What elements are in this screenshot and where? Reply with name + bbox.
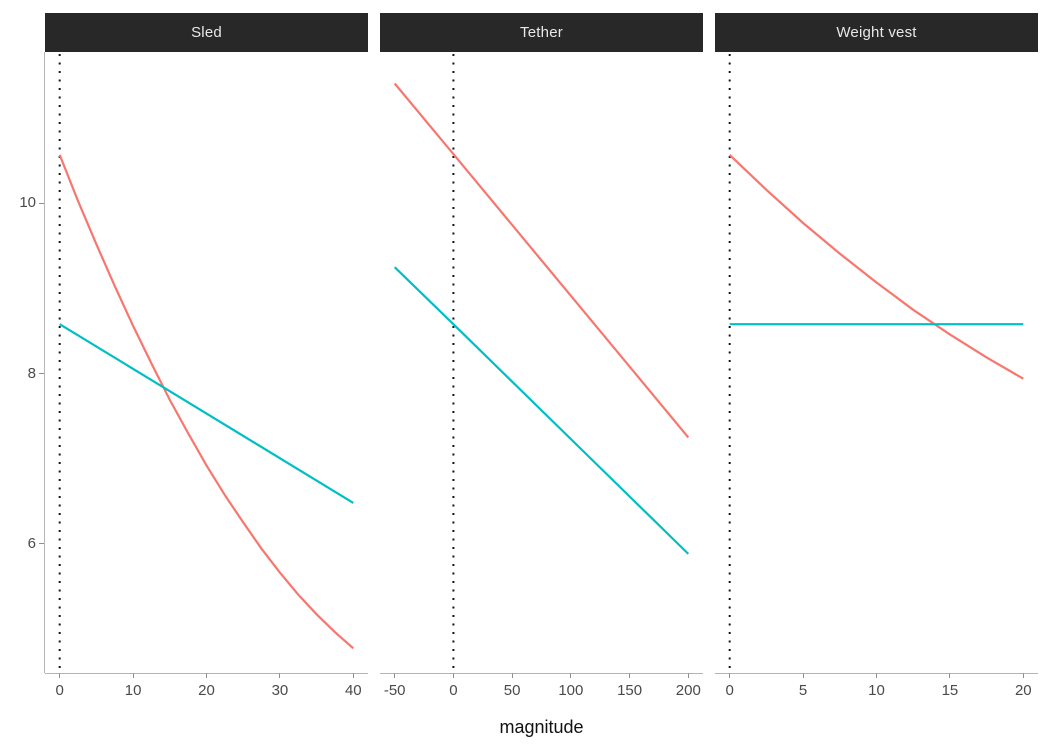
x-tick-mark (279, 673, 281, 678)
facet-tether: Tether -50 0 50 100 150 200 (380, 13, 703, 700)
facet-weight-vest: Weight vest 0 5 10 15 20 (715, 13, 1038, 700)
x-tick-label: 40 (344, 682, 362, 699)
facet-strip-label: Weight vest (836, 24, 917, 41)
y-tick-mark (39, 543, 44, 545)
x-tick-mark (949, 673, 951, 678)
y-tick-label: 8 (27, 364, 36, 382)
x-tick-label: 30 (271, 682, 289, 699)
x-tick-label: 50 (503, 682, 521, 699)
y-tick-label: 6 (27, 534, 36, 552)
facet-strip: Sled (45, 13, 368, 52)
x-tick-label: 20 (1014, 682, 1032, 699)
x-tick-label: -50 (383, 682, 406, 699)
facet-strip: Weight vest (715, 13, 1038, 52)
x-tick-mark (1022, 673, 1024, 678)
y-axis-line (44, 52, 45, 673)
facet-strip-label: Tether (520, 24, 563, 41)
x-tick-label: 10 (124, 682, 142, 699)
x-tick-mark (876, 673, 877, 678)
x-tick-label: 0 (449, 682, 458, 699)
x-tick-label: 0 (55, 682, 64, 699)
teal-line (59, 323, 354, 504)
x-tick-mark (629, 673, 631, 678)
x-tick-mark (729, 673, 731, 678)
y-tick-label: 10 (19, 194, 36, 212)
facet-panel-plot (45, 54, 368, 674)
facet-sled: Sled 0 10 20 30 40 (45, 13, 368, 700)
x-tick-mark (206, 673, 207, 678)
facet-panel-plot (715, 54, 1038, 674)
teal-line (393, 266, 690, 555)
facet-panel-plot (380, 54, 703, 674)
x-tick-mark (132, 673, 134, 678)
x-tick-mark (59, 673, 61, 678)
facet-strip: Tether (380, 13, 703, 52)
red-line (728, 154, 1024, 380)
x-tick-mark (687, 673, 689, 678)
x-tick-label: 0 (725, 682, 734, 699)
y-tick-mark (39, 373, 44, 375)
x-tick-mark (570, 673, 572, 678)
y-tick-mark (39, 202, 44, 204)
x-tick-label: 5 (798, 682, 808, 699)
x-tick-label: 200 (675, 682, 701, 699)
x-tick-label: 20 (198, 682, 215, 699)
x-tick-mark (352, 673, 354, 678)
x-axis-title: magnitude (499, 717, 584, 737)
x-tick-mark (802, 673, 804, 678)
x-tick-label: 15 (941, 682, 959, 699)
x-tick-mark (452, 673, 454, 678)
facet-strip-label: Sled (191, 24, 222, 41)
red-line (58, 154, 355, 650)
x-tick-label: 10 (868, 682, 885, 699)
x-tick-label: 100 (558, 682, 584, 699)
x-tick-mark (511, 673, 513, 678)
red-line (393, 82, 690, 439)
x-tick-label: 150 (617, 682, 643, 699)
x-tick-mark (394, 673, 396, 678)
